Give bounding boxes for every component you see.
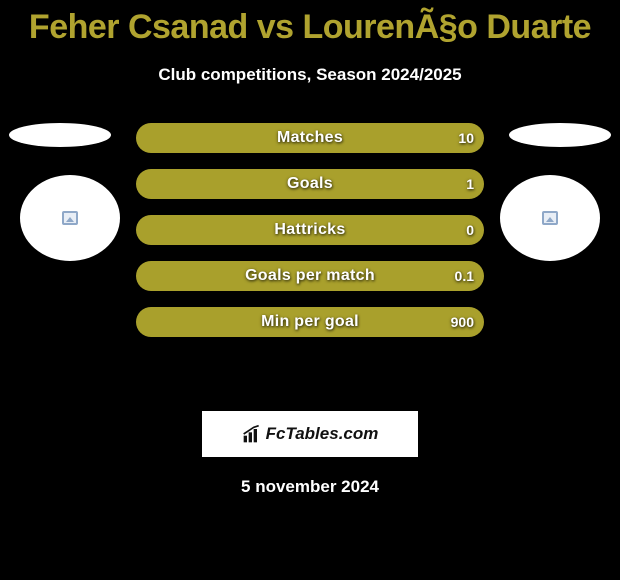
stat-label: Goals (287, 175, 333, 193)
stat-right-value: 0 (466, 222, 474, 238)
player-left-ellipse (9, 123, 111, 147)
stat-bar-min-per-goal: Min per goal 900 (136, 307, 484, 337)
page-title: Feher Csanad vs LourenÃ§o Duarte (0, 0, 620, 47)
image-placeholder-icon (62, 211, 78, 225)
season-subtitle: Club competitions, Season 2024/2025 (0, 65, 620, 85)
stat-right-value: 900 (451, 314, 474, 330)
bar-chart-icon (242, 424, 262, 444)
player-right-ellipse (509, 123, 611, 147)
stat-right-value: 1 (466, 176, 474, 192)
stat-bar-goals-per-match: Goals per match 0.1 (136, 261, 484, 291)
stat-label: Hattricks (274, 221, 345, 239)
stat-label: Goals per match (245, 267, 375, 285)
generation-date: 5 november 2024 (0, 477, 620, 497)
player-left-avatar (20, 175, 120, 261)
stat-label: Min per goal (261, 313, 359, 331)
stat-bars: Matches 10 Goals 1 Hattricks 0 Goals per… (136, 123, 484, 353)
comparison-area: Matches 10 Goals 1 Hattricks 0 Goals per… (0, 123, 620, 403)
stat-label: Matches (277, 129, 343, 147)
attribution-logo: FcTables.com (242, 424, 379, 444)
stat-bar-hattricks: Hattricks 0 (136, 215, 484, 245)
stat-bar-goals: Goals 1 (136, 169, 484, 199)
image-placeholder-icon (542, 211, 558, 225)
stat-right-value: 10 (458, 130, 474, 146)
stat-right-value: 0.1 (455, 268, 474, 284)
attribution-badge: FcTables.com (202, 411, 418, 457)
player-right-avatar (500, 175, 600, 261)
attribution-text: FcTables.com (266, 424, 379, 444)
stat-bar-matches: Matches 10 (136, 123, 484, 153)
